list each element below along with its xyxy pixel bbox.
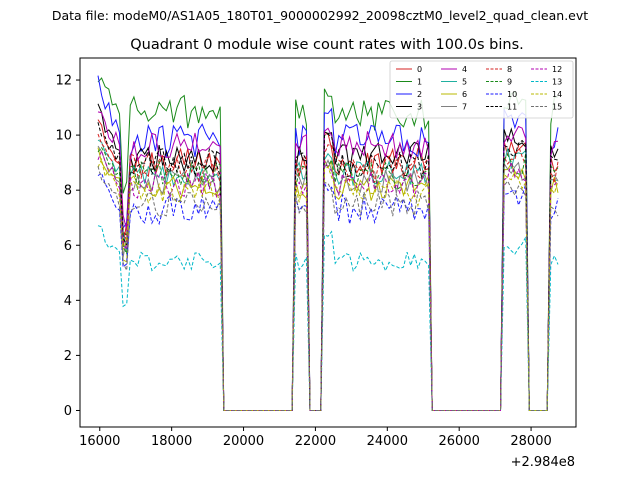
legend-label-14: 14: [552, 90, 562, 99]
legend-frame: [389, 60, 574, 119]
legend-label-0: 0: [417, 65, 422, 74]
legend-label-3: 3: [417, 103, 422, 112]
x-offset-label: +2.984e8: [511, 455, 575, 470]
legend-label-12: 12: [552, 65, 562, 74]
legend-label-11: 11: [507, 103, 517, 112]
y-tick-label: 6: [64, 239, 72, 254]
y-tick-label: 8: [64, 184, 72, 199]
legend-label-13: 13: [552, 78, 562, 87]
legend-label-1: 1: [417, 78, 422, 87]
y-axis: 0 2 4 6 8 10 12: [55, 74, 80, 419]
x-tick-label: 22000: [295, 434, 336, 449]
series-layer: [97, 75, 559, 411]
y-tick-label: 10: [55, 129, 72, 144]
legend-label-5: 5: [462, 78, 467, 87]
legend-label-10: 10: [507, 90, 517, 99]
legend-label-6: 6: [462, 90, 467, 99]
series-line-15: [97, 166, 559, 411]
chart-title: Quadrant 0 module wise count rates with …: [130, 37, 524, 53]
x-tick-label: 18000: [151, 434, 192, 449]
x-axis: 16000 18000 20000 22000 24000 26000 28000: [79, 427, 552, 449]
legend-label-8: 8: [507, 65, 512, 74]
x-tick-label: 24000: [367, 434, 408, 449]
x-tick-label: 28000: [510, 434, 551, 449]
x-tick-label: 20000: [223, 434, 264, 449]
x-tick-label: 26000: [439, 434, 480, 449]
axes-frame: [79, 57, 577, 428]
y-tick-label: 12: [55, 74, 72, 89]
y-tick-label: 4: [64, 294, 72, 309]
legend-label-2: 2: [417, 90, 422, 99]
x-tick-label: 16000: [79, 434, 120, 449]
legend-label-4: 4: [462, 65, 467, 74]
legend-label-7: 7: [462, 103, 467, 112]
legend-label-9: 9: [507, 78, 512, 87]
y-tick-label: 0: [64, 404, 72, 419]
y-tick-label: 2: [64, 349, 72, 364]
legend-label-15: 15: [552, 103, 562, 112]
figure-caption: Data file: modeM0/AS1A05_180T01_90000029…: [52, 8, 588, 23]
